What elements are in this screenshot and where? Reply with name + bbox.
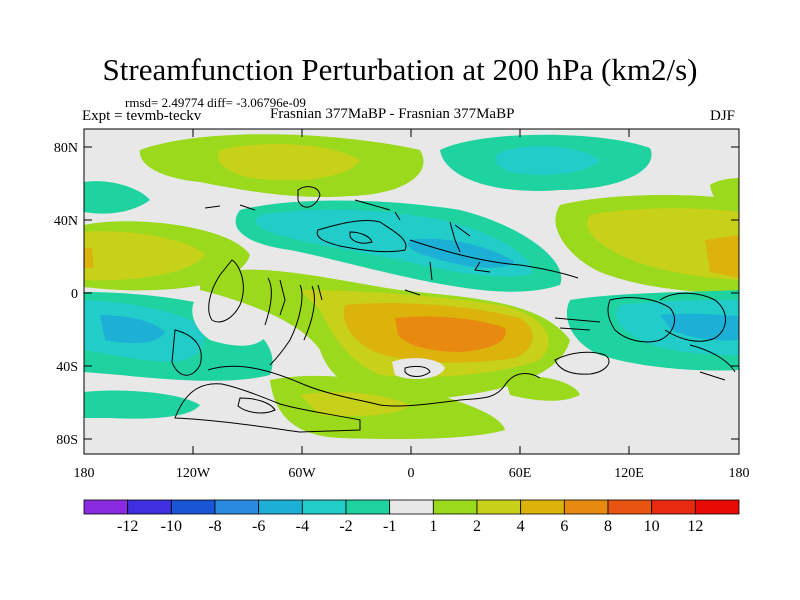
coast-landmass-west-d bbox=[303, 284, 323, 341]
contour-neg-equator-east-core bbox=[660, 313, 739, 341]
contour-pos-west-max bbox=[84, 248, 94, 268]
contour-pos-central-core bbox=[395, 316, 506, 352]
colorbar-swatch bbox=[607, 499, 653, 515]
colorbar-labels: -12 -10 -8 -6 -4 -2 -1 1 2 4 6 8 10 12 bbox=[117, 518, 703, 535]
colorbar-label: 1 bbox=[429, 518, 437, 535]
season-label: DJF bbox=[710, 108, 736, 124]
coast-landmass-west-a bbox=[208, 259, 244, 323]
colorbar-label: 6 bbox=[560, 518, 568, 535]
coast-east-land-a bbox=[607, 297, 675, 343]
colorbar-label: -2 bbox=[339, 518, 352, 535]
colorbar-swatch bbox=[694, 499, 740, 515]
coast-east-land-b bbox=[659, 292, 726, 342]
contour-neg-south-west bbox=[84, 390, 200, 419]
colorbar-label: 10 bbox=[644, 518, 660, 535]
contour-pos-south-east bbox=[505, 376, 580, 401]
coast-east-land-c bbox=[689, 344, 736, 381]
x-tick-label: 60E bbox=[509, 466, 532, 481]
x-tick-label: 0 bbox=[408, 466, 415, 481]
colorbar-swatch bbox=[301, 499, 347, 515]
colorbar-label: 4 bbox=[517, 518, 525, 535]
colorbar-swatch bbox=[651, 499, 696, 515]
contour-zero-hole bbox=[392, 358, 445, 380]
colorbar-swatch bbox=[170, 499, 216, 515]
x-tick-label: 120E bbox=[614, 466, 644, 481]
experiment-label: Expt = tevmb-teckv bbox=[82, 108, 202, 124]
colorbar-swatch bbox=[389, 499, 434, 515]
contour-pos-west-core bbox=[84, 231, 205, 281]
colorbar-swatch bbox=[258, 499, 303, 515]
contour-zero-southwest bbox=[192, 299, 270, 346]
colorbar-swatch bbox=[476, 499, 522, 515]
colorbar-label: -12 bbox=[117, 518, 138, 535]
coast-peninsula bbox=[449, 221, 471, 253]
x-tick-label: 180 bbox=[74, 466, 95, 481]
coast-southeast-land bbox=[554, 351, 610, 375]
period-subtitle: Frasnian 377MaBP - Frasnian 377MaBP bbox=[270, 106, 515, 122]
y-tick-label: 0 bbox=[71, 287, 78, 302]
x-tick-label: 180 bbox=[729, 466, 750, 481]
contour-pos-north-core bbox=[217, 144, 360, 181]
coast-landmass-southwest bbox=[171, 329, 202, 376]
colorbar bbox=[83, 499, 740, 515]
coast-greenland bbox=[297, 186, 321, 208]
coast-ring-island bbox=[404, 365, 431, 377]
coast-arctic-islands bbox=[204, 199, 401, 221]
coast-north-inland bbox=[349, 231, 373, 244]
colorbar-swatch bbox=[83, 499, 129, 515]
y-tick-label: 40S bbox=[56, 360, 78, 375]
colorbar-swatch bbox=[345, 499, 391, 515]
y-tick-label: 40N bbox=[54, 214, 78, 229]
colorbar-label: -8 bbox=[208, 518, 221, 535]
coast-south-continent-fill bbox=[174, 383, 361, 433]
contour-pos-east-max bbox=[705, 235, 739, 278]
contour-neg-equator-west-core bbox=[100, 315, 165, 344]
colorbar-swatch bbox=[432, 499, 478, 515]
coast-landmass-west-c bbox=[269, 284, 303, 366]
coastlines bbox=[171, 186, 736, 433]
colorbar-swatch bbox=[127, 499, 172, 515]
colorbar-label: -10 bbox=[161, 518, 182, 535]
y-axis-labels: 80N 40N 0 40S 80S bbox=[54, 141, 78, 448]
coast-asia-east bbox=[409, 239, 579, 279]
colorbar-label: -6 bbox=[252, 518, 265, 535]
colorbar-label: -1 bbox=[383, 518, 396, 535]
coast-south-island bbox=[237, 397, 276, 414]
contour-neg-north-west bbox=[84, 181, 150, 214]
coast-landmass-west-b bbox=[264, 277, 286, 326]
x-axis-ticks bbox=[192, 129, 630, 454]
colorbar-label: 8 bbox=[604, 518, 612, 535]
y-axis-ticks bbox=[84, 146, 739, 440]
colorbar-label: 12 bbox=[687, 518, 703, 535]
colorbar-label: -4 bbox=[296, 518, 309, 535]
colorbar-swatch bbox=[214, 499, 260, 515]
plot-title: Streamfunction Perturbation at 200 hPa (… bbox=[102, 52, 698, 87]
x-axis-labels: 180 120W 60W 0 60E 120E 180 bbox=[74, 466, 750, 481]
x-tick-label: 60W bbox=[288, 466, 316, 481]
coast-north-landmass bbox=[316, 219, 407, 253]
y-tick-label: 80S bbox=[56, 433, 78, 448]
contour-neg-north-east-core bbox=[495, 146, 600, 175]
rmsd-diff-stats: rmsd= 2.49774 diff= -3.06796e-09 bbox=[125, 95, 306, 110]
contour-pos-south-core bbox=[300, 392, 410, 417]
coast-south-continent-outline bbox=[207, 365, 541, 407]
coast-equator-islands bbox=[404, 261, 601, 331]
colorbar-swatch bbox=[563, 499, 609, 515]
x-tick-label: 120W bbox=[176, 466, 211, 481]
contour-pos-east-core bbox=[586, 208, 739, 280]
map-field bbox=[84, 129, 739, 454]
y-tick-label: 80N bbox=[54, 141, 78, 156]
colorbar-label: 2 bbox=[473, 518, 481, 535]
colorbar-swatch bbox=[520, 499, 565, 515]
